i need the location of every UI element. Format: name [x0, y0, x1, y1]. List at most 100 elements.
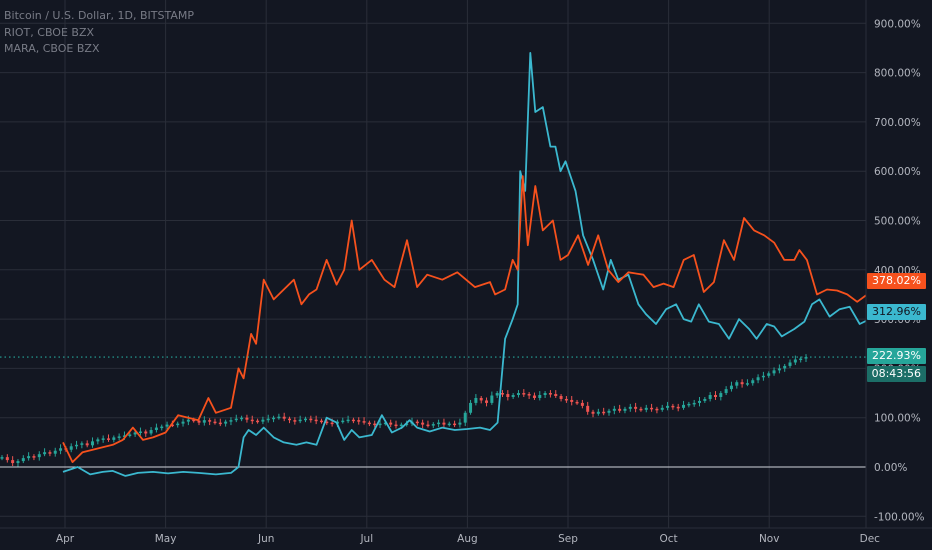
btc-candle-body: [698, 400, 702, 403]
btc-candle-body: [96, 439, 100, 442]
btc-candle-body: [383, 422, 387, 425]
btc-candle-body: [405, 423, 409, 426]
btc-candle-body: [447, 423, 451, 426]
btc-candle-body: [527, 394, 531, 396]
btc-candle-body: [559, 396, 563, 399]
x-tick-label: Nov: [759, 533, 780, 545]
x-tick-label: Apr: [56, 533, 75, 545]
chart-legend: Bitcoin / U.S. Dollar, 1D, BITSTAMP RIOT…: [4, 8, 194, 58]
mara-last-value-tag: 378.02%: [867, 273, 926, 289]
btc-candle-body: [501, 393, 505, 395]
btc-candle-body: [351, 419, 355, 422]
btc-candle-body: [793, 359, 797, 363]
btc-candle-body: [596, 411, 600, 414]
btc-candle-body: [346, 419, 350, 422]
btc-candle-body: [261, 419, 265, 422]
btc-candle-body: [687, 403, 691, 406]
btc-candle-body: [495, 393, 499, 396]
btc-candle-body: [53, 450, 57, 454]
btc-candle-body: [277, 416, 281, 419]
btc-candle-body: [128, 434, 132, 436]
btc-candle-body: [27, 456, 31, 459]
btc-candle-body: [602, 411, 606, 414]
btc-candle-body: [389, 422, 393, 425]
btc-candle-body: [660, 407, 664, 410]
btc-candle-body: [208, 420, 212, 422]
btc-candle-body: [442, 422, 446, 425]
btc-candle-body: [229, 420, 233, 422]
btc-candle-body: [415, 421, 419, 424]
btc-candle-body: [48, 452, 52, 454]
btc-candle-body: [650, 407, 654, 410]
btc-candle-body: [186, 419, 190, 422]
btc-candle-body: [192, 419, 196, 422]
btc-candle-body: [506, 394, 510, 397]
legend-btc[interactable]: Bitcoin / U.S. Dollar, 1D, BITSTAMP: [4, 9, 194, 22]
btc-candle-body: [149, 430, 153, 434]
x-tick-label: Jul: [359, 533, 373, 545]
btc-candle-body: [692, 402, 696, 405]
legend-mara[interactable]: MARA, CBOE BZX: [4, 42, 100, 55]
btc-candle-body: [122, 435, 126, 437]
btc-last-value-tag: 222.93%: [867, 348, 926, 364]
btc-candle-body: [21, 458, 25, 462]
btc-candle-body: [256, 420, 260, 423]
btc-candle-body: [218, 422, 222, 425]
y-tick-label: 600.00%: [874, 166, 921, 178]
y-tick-label: 100.00%: [874, 413, 921, 425]
btc-candle-body: [783, 365, 787, 369]
btc-candle-body: [623, 408, 627, 411]
btc-candle-body: [575, 401, 579, 404]
btc-candle-body: [426, 424, 430, 427]
x-tick-label: Oct: [660, 533, 678, 545]
btc-candle-body: [511, 395, 515, 397]
btc-candle-body: [69, 446, 73, 450]
btc-candle-body: [91, 441, 95, 446]
btc-candle-body: [330, 422, 334, 425]
btc-candle-body: [628, 406, 632, 409]
btc-candle-body: [75, 444, 79, 447]
btc-candle-body: [394, 424, 398, 427]
legend-riot[interactable]: RIOT, CBOE BZX: [4, 25, 95, 39]
btc-candle-body: [543, 393, 547, 396]
y-tick-label: 800.00%: [874, 68, 921, 80]
btc-candle-body: [799, 358, 803, 361]
btc-candle-body: [607, 410, 611, 413]
btc-candle-body: [85, 443, 89, 446]
btc-candle-body: [788, 362, 792, 366]
btc-candle-body: [767, 373, 771, 376]
btc-candle-body: [761, 375, 765, 378]
btc-candle-body: [671, 405, 675, 408]
btc-candle-body: [612, 408, 616, 411]
btc-candle-body: [463, 412, 467, 423]
btc-candle-body: [319, 420, 323, 423]
btc-candle-body: [745, 383, 749, 385]
btc-candle-body: [224, 421, 228, 424]
series-lines: [62, 52, 932, 477]
btc-candle-body: [378, 423, 382, 426]
time-axis[interactable]: [0, 528, 932, 550]
btc-candle-body: [586, 405, 590, 412]
btc-candle-body: [250, 419, 254, 422]
btc-candle-body: [399, 424, 403, 427]
btc-candle-body: [570, 399, 574, 402]
btc-candle-body: [197, 420, 201, 423]
btc-candle-body: [453, 423, 457, 426]
x-tick-labels: Apr May Jun Jul Aug Sep Oct Nov Dec: [56, 533, 880, 545]
btc-candle-body: [357, 420, 361, 422]
btc-candle-body: [314, 419, 318, 422]
btc-candle-body: [772, 370, 776, 374]
btc-candle-body: [245, 417, 249, 420]
btc-candle-body: [266, 418, 270, 421]
y-tick-label: 900.00%: [874, 18, 921, 30]
btc-candle-body: [708, 395, 712, 399]
btc-candle-body: [341, 420, 345, 423]
btc-candle-body: [16, 461, 20, 464]
btc-candle-body: [548, 393, 552, 395]
btc-candle-body: [421, 422, 425, 425]
btc-candle-body: [532, 395, 536, 398]
btc-candle-body: [729, 385, 733, 390]
y-tick-label: 700.00%: [874, 117, 921, 129]
bar-countdown-tag: 08:43:56: [866, 366, 926, 382]
